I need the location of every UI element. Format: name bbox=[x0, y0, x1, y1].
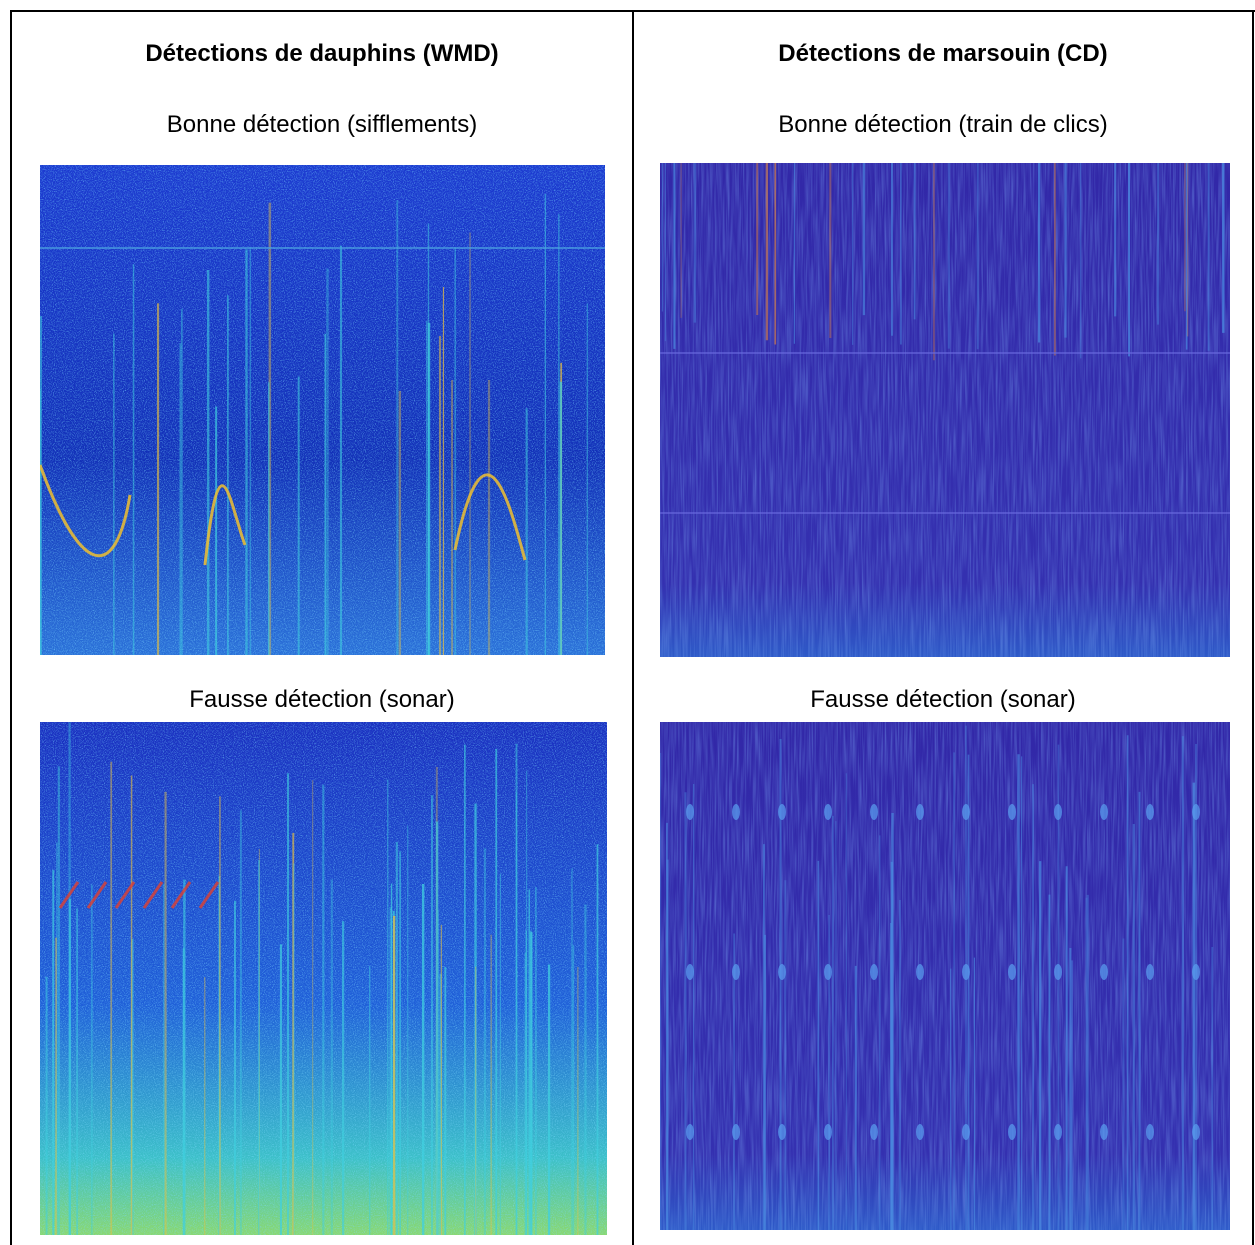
sonar-pulse bbox=[198, 881, 220, 909]
sonar-pulse bbox=[916, 1124, 924, 1140]
column-header: Détections de marsouin (CD) bbox=[778, 40, 1108, 67]
sonar-pulse bbox=[870, 1124, 878, 1140]
sonar-pulse bbox=[170, 881, 192, 909]
sonar-pulse bbox=[778, 1124, 786, 1140]
spectrogram bbox=[40, 722, 607, 1235]
whistle-contour bbox=[40, 464, 132, 558]
sonar-pulse bbox=[824, 1124, 832, 1140]
spectrogram-noise bbox=[660, 722, 1230, 1230]
sonar-pulse bbox=[1008, 804, 1016, 820]
spectrogram-noise bbox=[40, 165, 605, 655]
spectrogram-noise bbox=[40, 722, 607, 1235]
sonar-pulse bbox=[778, 964, 786, 980]
whistle-contour bbox=[203, 484, 247, 566]
cell-caption: Fausse détection (sonar) bbox=[189, 686, 455, 713]
sonar-pulse bbox=[1146, 804, 1154, 820]
sonar-pulse bbox=[916, 964, 924, 980]
sonar-pulse bbox=[916, 804, 924, 820]
sonar-pulse bbox=[686, 804, 694, 820]
sonar-pulse bbox=[1146, 964, 1154, 980]
sonar-pulse bbox=[962, 964, 970, 980]
sonar-pulse bbox=[870, 804, 878, 820]
sonar-pulse bbox=[114, 881, 136, 909]
sonar-pulse bbox=[58, 881, 80, 909]
sonar-pulse bbox=[870, 964, 878, 980]
sonar-pulse bbox=[1100, 804, 1108, 820]
sonar-pulse bbox=[142, 881, 164, 909]
spectrogram bbox=[660, 163, 1230, 657]
sonar-pulse bbox=[686, 964, 694, 980]
spectrogram-noise bbox=[660, 163, 1230, 657]
sonar-pulse bbox=[1054, 1124, 1062, 1140]
cell-caption: Bonne détection (sifflements) bbox=[166, 111, 478, 138]
sonar-pulse bbox=[824, 964, 832, 980]
spectrogram bbox=[660, 722, 1230, 1230]
sonar-pulse bbox=[962, 1124, 970, 1140]
table-border bbox=[632, 10, 634, 1245]
sonar-pulse bbox=[86, 881, 108, 909]
sonar-pulse bbox=[1192, 804, 1200, 820]
table-border bbox=[10, 10, 12, 1245]
sonar-pulse bbox=[962, 804, 970, 820]
sonar-pulse bbox=[1100, 964, 1108, 980]
sonar-pulse bbox=[1008, 964, 1016, 980]
sonar-pulse bbox=[1008, 1124, 1016, 1140]
spectrogram bbox=[40, 165, 605, 655]
sonar-pulse bbox=[1192, 1124, 1200, 1140]
sonar-pulse bbox=[686, 1124, 694, 1140]
cell-caption: Bonne détection (train de clics) bbox=[778, 111, 1108, 138]
sonar-pulse bbox=[824, 804, 832, 820]
sonar-pulse bbox=[1054, 804, 1062, 820]
sonar-pulse bbox=[732, 1124, 740, 1140]
sonar-pulse bbox=[1100, 1124, 1108, 1140]
sonar-pulse bbox=[1054, 964, 1062, 980]
sonar-pulse bbox=[778, 804, 786, 820]
sonar-pulse bbox=[732, 964, 740, 980]
cell-caption: Fausse détection (sonar) bbox=[810, 686, 1076, 713]
sonar-pulse bbox=[1146, 1124, 1154, 1140]
table-border bbox=[1252, 10, 1254, 1245]
whistle-contour bbox=[453, 473, 527, 561]
sonar-pulse bbox=[1192, 964, 1200, 980]
column-header: Détections de dauphins (WMD) bbox=[145, 40, 499, 67]
sonar-pulse bbox=[732, 804, 740, 820]
